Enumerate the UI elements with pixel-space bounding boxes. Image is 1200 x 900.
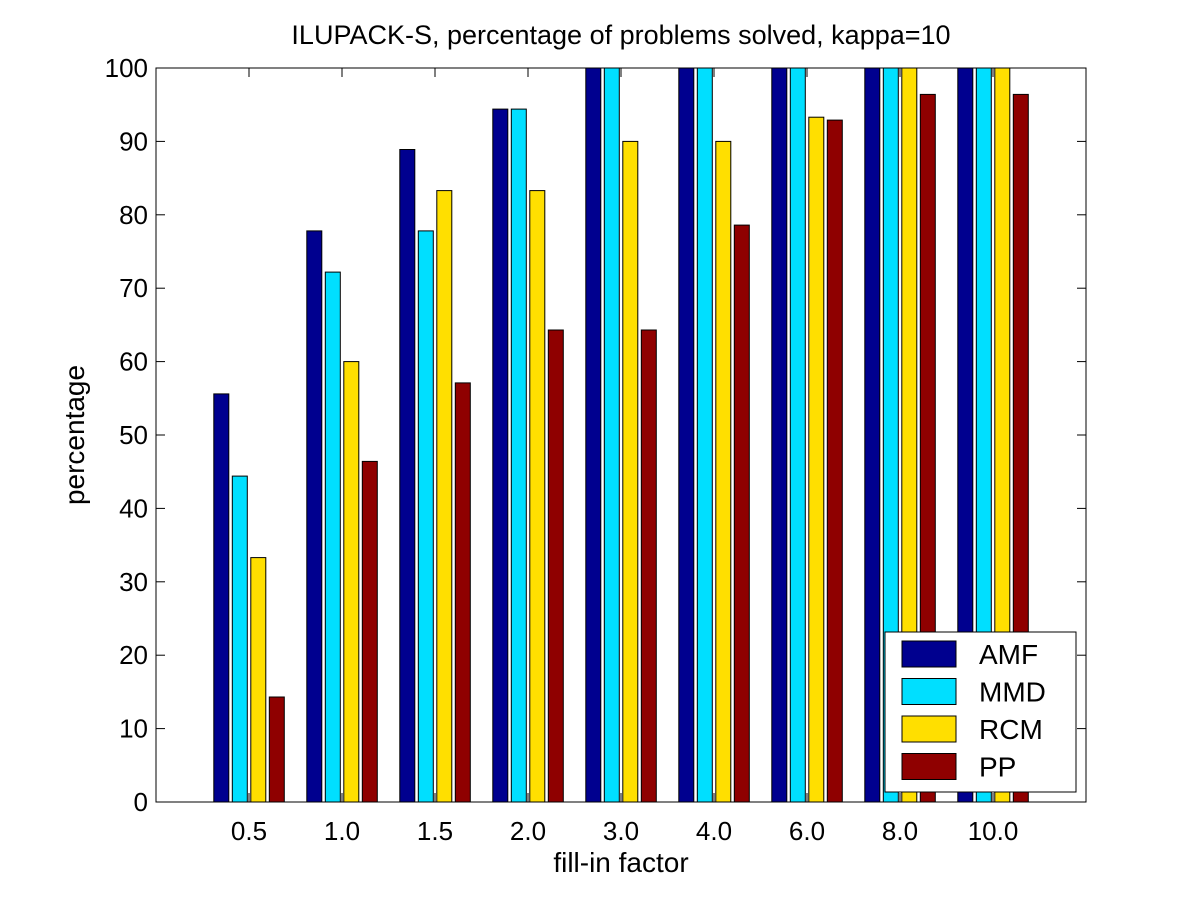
bar-mmd-6.0: [789, 67, 806, 803]
bar-mmd-1.5: [417, 230, 434, 803]
y-tick-label: 50: [119, 420, 148, 450]
y-tick-label: 60: [119, 347, 148, 377]
bar-pp-0.5: [268, 696, 285, 803]
y-tick-label: 100: [105, 53, 148, 83]
legend-label-rcm: RCM: [979, 714, 1043, 745]
legend-label-amf: AMF: [979, 639, 1038, 670]
y-tick-label: 10: [119, 714, 148, 744]
bar-pp-3.0: [640, 329, 657, 803]
bar-pp-1.5: [454, 382, 471, 803]
bar-rcm-6.0: [808, 116, 825, 803]
bar-mmd-3.0: [603, 67, 620, 803]
bar-rcm-1.5: [436, 190, 453, 803]
bar-mmd-2.0: [510, 108, 527, 803]
legend-label-pp: PP: [979, 752, 1016, 783]
bar-pp-6.0: [826, 119, 843, 803]
bar-rcm-1.0: [343, 361, 360, 803]
y-tick-label: 80: [119, 200, 148, 230]
y-tick-label: 0: [134, 787, 148, 817]
x-tick-label: 4.0: [696, 816, 732, 846]
x-tick-label: 1.5: [417, 816, 453, 846]
legend-swatch-pp: [901, 753, 957, 780]
bars-group: [213, 67, 1029, 803]
axis-ticks-group: 0.5 1.0 1.5 2.0 3.0 4.0 6.0 8.0 10.0 0 10 20 30 40 50 6…: [105, 53, 1086, 846]
x-tick-label: 6.0: [789, 816, 825, 846]
bar-amf-2.0: [492, 108, 509, 803]
bar-mmd-4.0: [696, 67, 713, 803]
x-tick-label: 2.0: [510, 816, 546, 846]
bar-amf-0.5: [213, 393, 230, 803]
bar-amf-1.5: [399, 149, 416, 803]
bar-amf-1.0: [306, 230, 323, 803]
legend-swatch-mmd: [901, 678, 957, 705]
y-tick-label: 90: [119, 126, 148, 156]
bar-mmd-1.0: [324, 271, 341, 803]
y-tick-label: 20: [119, 640, 148, 670]
x-tick-label: 3.0: [603, 816, 639, 846]
bar-amf-3.0: [585, 67, 602, 803]
y-axis-label: percentage: [59, 365, 90, 505]
legend: AMF MMD RCM PP: [884, 631, 1077, 793]
x-tick-label: 10.0: [968, 816, 1019, 846]
legend-swatch-rcm: [901, 715, 957, 743]
y-tick-label: 30: [119, 567, 148, 597]
y-tick-label: 40: [119, 493, 148, 523]
bar-rcm-4.0: [715, 140, 732, 803]
x-axis-label: fill-in factor: [553, 847, 688, 878]
x-tick-label: 8.0: [882, 816, 918, 846]
bar-amf-4.0: [678, 67, 695, 803]
bar-rcm-3.0: [622, 140, 639, 803]
legend-swatch-amf: [901, 640, 957, 668]
bar-rcm-0.5: [250, 557, 267, 803]
bar-mmd-0.5: [231, 475, 248, 803]
bar-amf-6.0: [771, 67, 788, 803]
bar-pp-2.0: [547, 329, 564, 803]
bar-pp-1.0: [361, 460, 378, 803]
chart-title: ILUPACK-S, percentage of problems solved…: [291, 20, 950, 50]
bar-rcm-2.0: [529, 190, 546, 803]
legend-label-mmd: MMD: [979, 677, 1046, 708]
x-tick-label: 0.5: [231, 816, 267, 846]
x-tick-label: 1.0: [324, 816, 360, 846]
y-tick-label: 70: [119, 273, 148, 303]
bar-amf-8.0: [864, 67, 881, 803]
bar-pp-4.0: [733, 224, 750, 803]
